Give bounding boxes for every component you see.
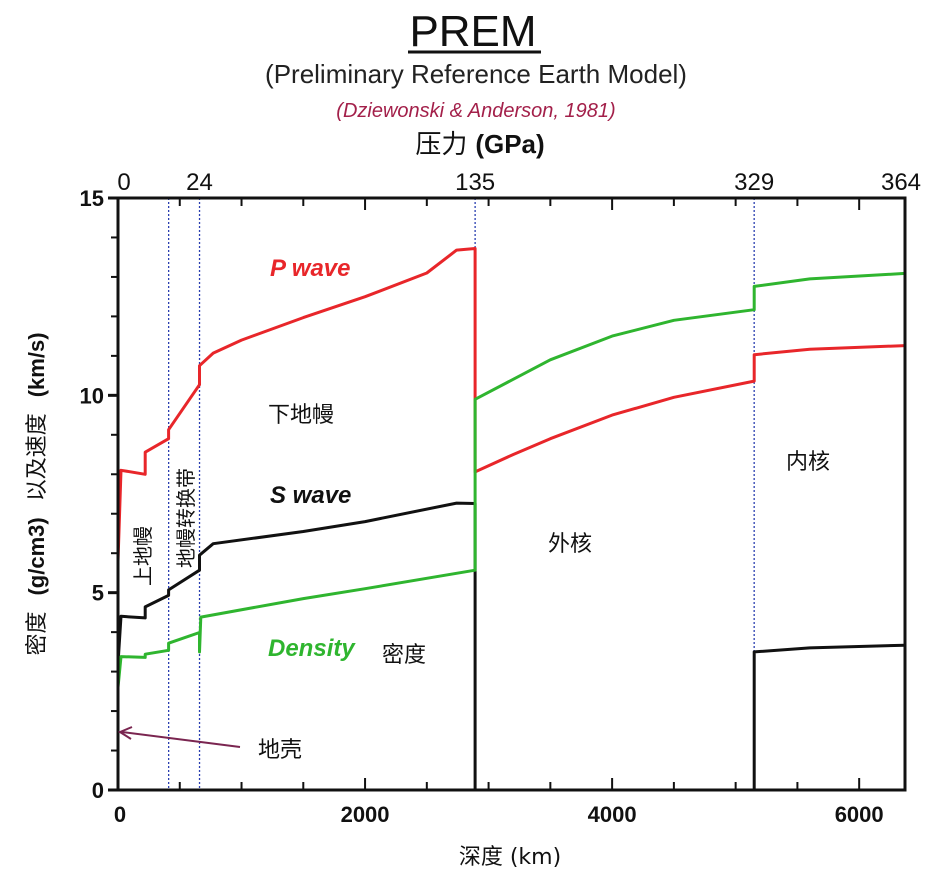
y-label-speed: 以及速度 <box>25 413 50 501</box>
boundary-lines <box>167 198 755 790</box>
y-label-units: (g/cm3) <box>24 517 49 595</box>
x-tick-label: 0 <box>114 802 126 827</box>
plot-frame <box>116 196 907 792</box>
chart-citation: (Dziewonski & Anderson, 1981) <box>336 100 615 122</box>
top-axis-label: 压力 (GPa) <box>415 129 544 160</box>
label-density: Density <box>268 635 356 662</box>
series-line-density <box>116 271 906 688</box>
label-s-wave: S wave <box>270 482 351 509</box>
top-axis-label-cn: 压力 <box>415 130 467 160</box>
label-p-wave: P wave <box>270 255 351 282</box>
y-tick-label: 15 <box>80 186 104 211</box>
crust-arrow <box>121 731 241 748</box>
top-tick-label: 135 <box>455 169 495 196</box>
label-transition-zone: 地幔转换带 <box>174 468 198 568</box>
y-label-speed-units: (km/s) <box>24 332 49 397</box>
label-lower-mantle: 下地幔 <box>268 403 334 428</box>
y-label-density: 密度 <box>25 612 50 656</box>
label-crust: 地壳 <box>258 738 302 763</box>
crust-arrow-head <box>117 726 133 740</box>
y-axis-label: 密度 (g/cm3) 以及速度 (km/s) <box>24 332 50 655</box>
chart-subtitle: (Preliminary Reference Earth Model) <box>265 59 687 89</box>
label-density-cn: 密度 <box>382 643 426 668</box>
tick-labels: 0 2000 4000 6000 0 5 10 15 0 24 135 329 364 <box>80 169 922 827</box>
axis-ticks <box>108 196 861 792</box>
top-tick-label: 364 <box>881 169 921 196</box>
y-tick-label: 0 <box>92 778 104 803</box>
top-axis-label-unit: (GPa) <box>475 129 544 159</box>
top-tick-label: 0 <box>117 169 130 196</box>
top-tick-label: 24 <box>186 169 213 196</box>
series-lines <box>116 247 906 792</box>
label-outer-core: 外核 <box>548 532 592 557</box>
chart-title: PREM <box>409 7 536 56</box>
series-line-p-wave <box>116 247 906 562</box>
y-tick-label: 10 <box>80 383 104 408</box>
label-upper-mantle: 上地幔 <box>131 526 155 586</box>
svg-text:密度(g/cm3)以及速度(km/s): 密度 (g/cm3) 以及速度 (km/s) <box>24 332 50 655</box>
x-tick-label: 2000 <box>341 802 390 827</box>
x-axis-label: 深度 (km) <box>459 845 561 870</box>
series-line-s-wave <box>116 501 906 792</box>
top-tick-label: 329 <box>734 169 774 196</box>
x-tick-label: 6000 <box>835 802 884 827</box>
label-inner-core: 内核 <box>786 450 830 475</box>
y-tick-label: 5 <box>92 581 104 606</box>
x-tick-label: 4000 <box>588 802 637 827</box>
